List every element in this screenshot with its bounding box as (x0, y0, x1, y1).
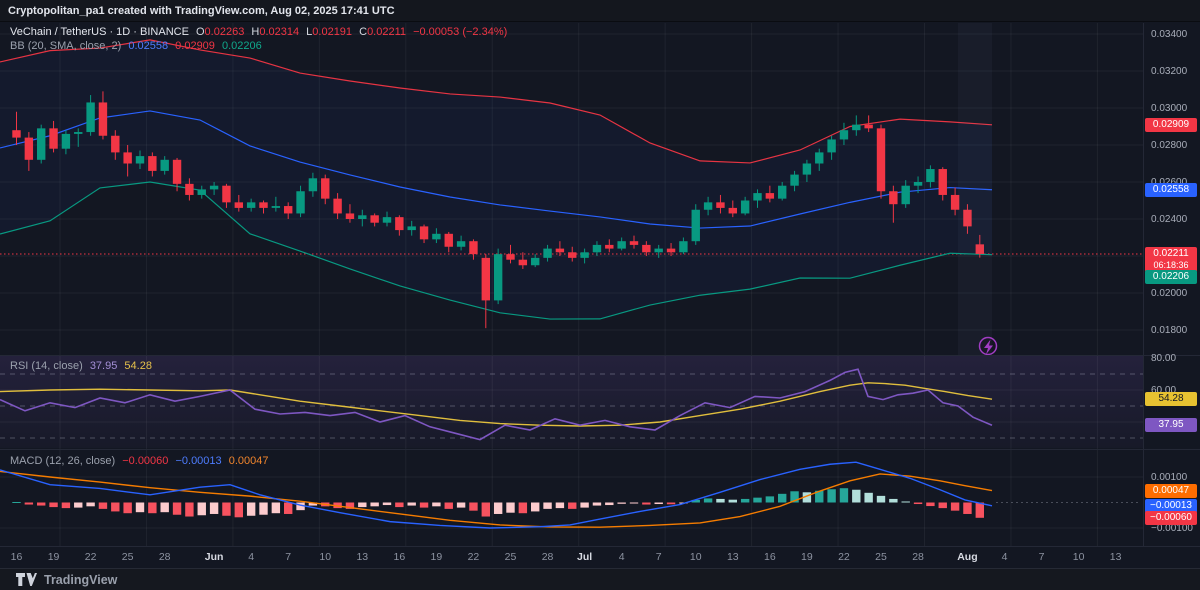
time-axis-label: 22 (467, 551, 480, 563)
time-axis-label: Jun (204, 551, 224, 563)
price-axis-label: 0.02206 (1145, 270, 1197, 284)
time-axis-label: 28 (158, 551, 171, 563)
macd-signal-value: 0.00047 (228, 455, 269, 467)
price-tick-label: 0.02800 (1151, 140, 1188, 151)
price-axis-label: −0.00013 (1145, 499, 1197, 513)
macd-title: MACD (12, 26, close) (10, 455, 116, 467)
low-value: 0.02191 (312, 26, 353, 38)
chart-canvas[interactable] (0, 0, 1200, 568)
price-axis-label: −0.00060 (1145, 511, 1197, 525)
countdown-timer: 06:18:36 (1153, 260, 1189, 270)
macd-tick-label: 0.00100 (1151, 472, 1188, 483)
price-tick-label: 0.03200 (1151, 66, 1188, 77)
rsi-value: 37.95 (89, 360, 118, 372)
time-axis-label: 25 (875, 551, 887, 563)
attribution-bar: Cryptopolitan_pa1 created with TradingVi… (0, 0, 1200, 22)
tradingview-logo-icon[interactable] (16, 573, 37, 586)
time-axis-label: Aug (957, 551, 978, 563)
high-value: 0.02314 (259, 26, 300, 38)
time-axis-label: 13 (726, 551, 739, 563)
lightning-button[interactable] (977, 335, 999, 357)
macd-line-value: −0.00013 (175, 455, 222, 467)
footer-bar: TradingView (0, 568, 1200, 590)
time-axis-label: 10 (1072, 551, 1085, 563)
price-axis-label: 0.00047 (1145, 484, 1197, 498)
bb-lower-value: 0.02206 (221, 40, 262, 52)
open-value: 0.02263 (204, 26, 245, 38)
time-axis-label: 10 (689, 551, 702, 563)
price-tick-label: 0.02000 (1151, 288, 1188, 299)
time-axis-label: 19 (430, 551, 443, 563)
low-label: L (306, 26, 313, 38)
rsi-ma-value: 54.28 (124, 360, 152, 372)
macd-hist-value: −0.00060 (122, 455, 169, 467)
macd-tick-label: −0.00100 (1151, 523, 1193, 534)
price-axis-label: 0.02558 (1145, 183, 1197, 197)
price-axis-label: 37.95 (1145, 418, 1197, 432)
bb-title: BB (20, SMA, close, 2) (10, 40, 122, 52)
time-axis-label: 7 (285, 551, 292, 563)
time-axis-label: 7 (1038, 551, 1045, 563)
bb-legend[interactable]: BB (20, SMA, close, 2) 0.02558 0.02909 0… (10, 40, 266, 52)
high-label: H (251, 26, 260, 38)
rsi-title: RSI (14, close) (10, 360, 83, 372)
time-axis[interactable] (0, 546, 1143, 568)
close-value: 0.02211 (367, 26, 407, 38)
symbol-legend[interactable]: VeChain / TetherUS · 1D · BINANCE O0.022… (10, 26, 511, 38)
time-axis-label: 28 (912, 551, 924, 563)
time-axis-label: 25 (121, 551, 134, 563)
macd-legend[interactable]: MACD (12, 26, close) −0.00060 −0.00013 0… (10, 455, 272, 467)
time-axis-label: 16 (393, 551, 406, 563)
time-axis-label: 19 (801, 551, 813, 563)
time-axis-label: 22 (84, 551, 97, 563)
time-axis-label: 13 (1109, 551, 1122, 563)
time-axis-label: 28 (541, 551, 554, 563)
open-label: O (195, 26, 205, 38)
price-tick-label: 0.02400 (1151, 214, 1188, 225)
time-axis-label: 4 (248, 551, 255, 563)
price-axis-label: 0.02211 06:18:36 (1145, 247, 1197, 272)
rsi-tick-label: 80.00 (1151, 353, 1177, 364)
price-axis-label: 54.28 (1145, 392, 1197, 406)
close-label: C (359, 26, 368, 38)
price-tick-label: 0.03400 (1151, 29, 1188, 40)
rsi-tick-label: 60.00 (1151, 385, 1177, 396)
attribution-text: Cryptopolitan_pa1 created with TradingVi… (8, 5, 395, 17)
change-value: −0.00053 (−2.34%) (413, 26, 508, 38)
time-axis-label: 4 (1001, 551, 1008, 563)
time-axis-label: 4 (618, 551, 625, 563)
rsi-legend[interactable]: RSI (14, close) 37.95 54.28 (10, 360, 156, 372)
time-axis-label: 10 (319, 551, 332, 563)
time-axis-label: 19 (47, 551, 60, 563)
time-axis-label: 7 (655, 551, 662, 563)
price-tick-label: 0.02600 (1151, 176, 1187, 189)
price-tick-label: 0.01800 (1151, 325, 1188, 336)
symbol-title: VeChain / TetherUS · 1D · BINANCE (10, 26, 189, 38)
bb-upper-value: 0.02909 (175, 40, 215, 52)
price-tick-label: 0.03000 (1151, 103, 1188, 114)
price-axis-label: 0.02909 (1145, 118, 1197, 132)
tradingview-logo-text[interactable]: TradingView (44, 572, 118, 587)
time-axis-label: 22 (838, 551, 850, 563)
price-axis[interactable] (1143, 22, 1200, 546)
time-axis-label: 13 (356, 551, 369, 563)
time-axis-label: 25 (504, 551, 517, 563)
time-axis-label: Jul (577, 551, 593, 563)
time-axis-label: 16 (764, 551, 776, 563)
bb-basis-value: 0.02558 (128, 40, 169, 52)
time-axis-label: 16 (10, 551, 23, 563)
